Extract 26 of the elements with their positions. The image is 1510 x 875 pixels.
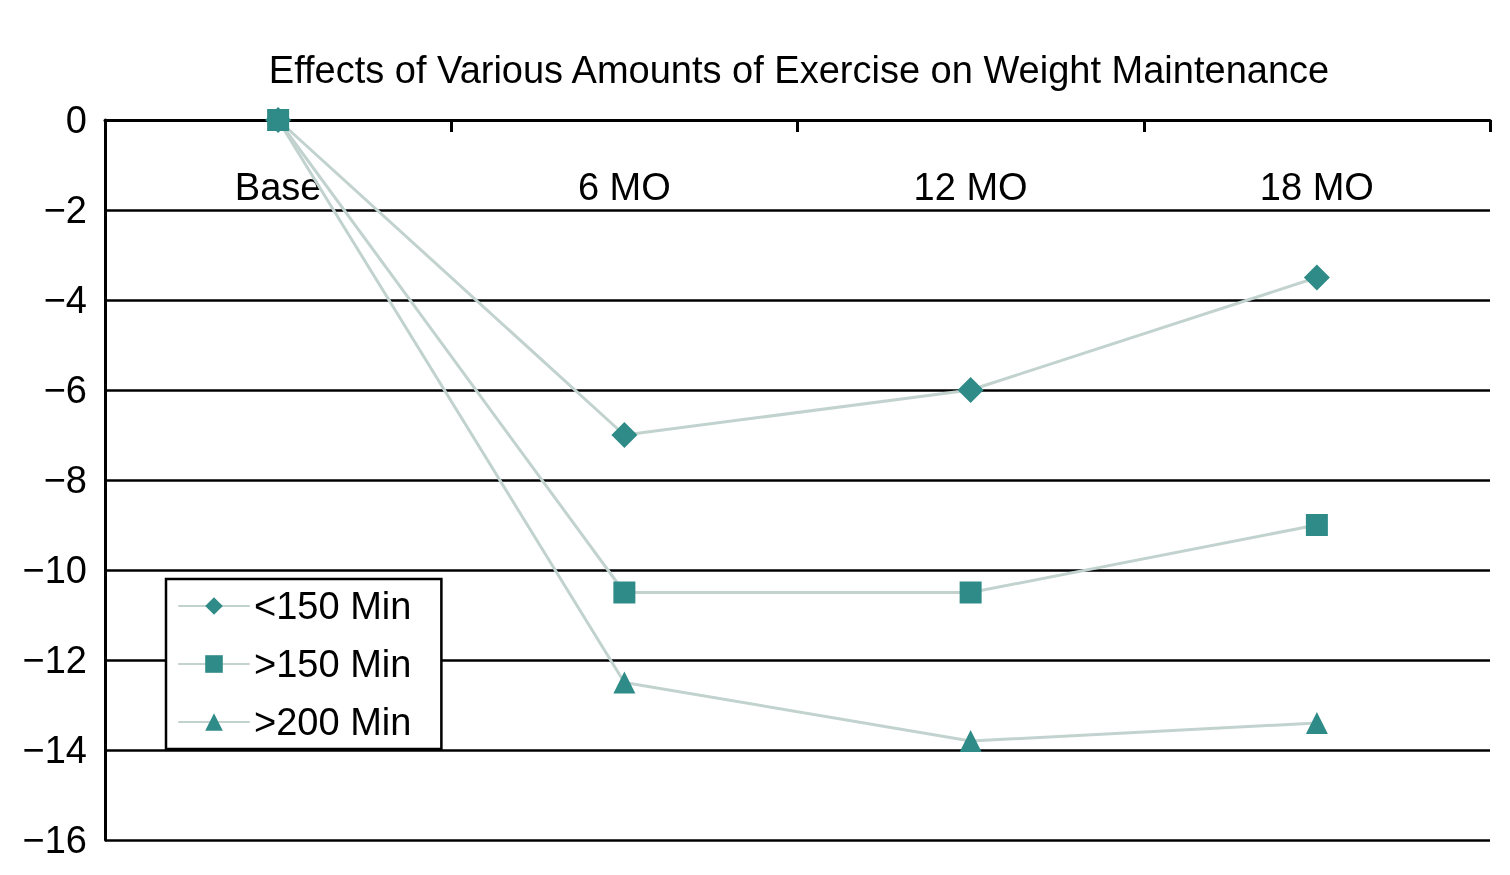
point xyxy=(957,377,984,403)
y-tick-label: −8 xyxy=(43,459,87,501)
point xyxy=(1303,264,1330,291)
x-tick-label: Base xyxy=(234,166,322,208)
legend-label: >200 Min xyxy=(254,701,412,743)
point xyxy=(611,422,638,448)
y-tick-label: −6 xyxy=(43,369,87,411)
legend-label: <150 Min xyxy=(254,585,412,627)
point xyxy=(1305,514,1328,536)
chart-title: Effects of Various Amounts of Exercise on Weight Maintenance xyxy=(268,49,1330,91)
x-tick-label: 18 MO xyxy=(1259,166,1374,208)
y-tick-label: 0 xyxy=(65,99,87,141)
y-tick-label: −10 xyxy=(22,549,87,591)
y-tick-label: −16 xyxy=(22,819,87,861)
y-tick-label: −12 xyxy=(22,639,87,681)
point xyxy=(613,671,636,694)
x-tick-label: 12 MO xyxy=(913,166,1028,208)
point xyxy=(613,581,636,604)
point xyxy=(959,581,982,604)
legend-label: >150 Min xyxy=(254,643,412,685)
y-tick-label: −2 xyxy=(43,189,87,231)
point xyxy=(1305,712,1328,734)
y-tick-label: −14 xyxy=(22,729,87,771)
point xyxy=(959,730,982,752)
x-tick-label: 6 MO xyxy=(577,166,671,208)
y-tick-label: −4 xyxy=(43,279,87,321)
